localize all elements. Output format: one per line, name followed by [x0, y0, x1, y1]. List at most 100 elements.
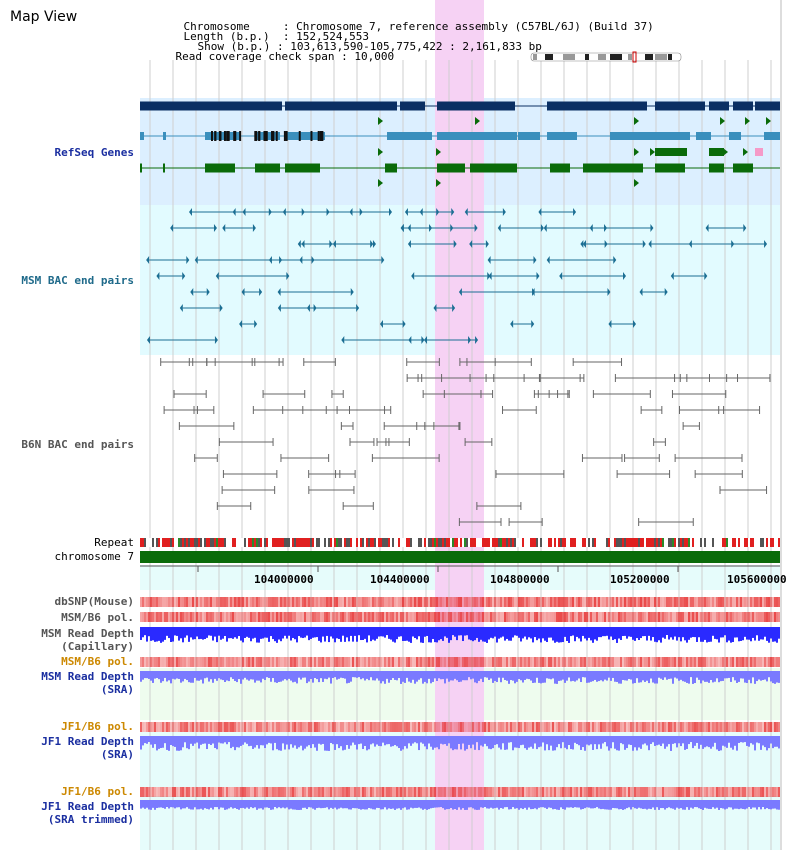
depth-bar	[718, 671, 720, 683]
heat-mark	[472, 657, 474, 667]
heat-mark	[550, 612, 552, 622]
depth-bar	[678, 800, 680, 809]
repeat-mark	[564, 538, 566, 547]
heat-mark	[428, 657, 430, 667]
repeat-mark	[292, 538, 294, 547]
repeat-mark	[458, 538, 460, 547]
depth-bar	[326, 671, 328, 680]
repeat-mark	[230, 538, 232, 547]
depth-bar	[296, 800, 298, 810]
heat-mark	[572, 787, 574, 797]
depth-bar	[704, 627, 706, 640]
depth-bar	[426, 627, 428, 636]
heat-mark	[468, 612, 470, 622]
track-label-repeat[interactable]: Repeat	[94, 536, 134, 549]
depth-bar	[358, 736, 360, 745]
track-label-msm-depth-sra-1[interactable]: MSM Read Depth	[41, 670, 134, 683]
heat-mark	[306, 597, 308, 607]
depth-bar	[470, 671, 472, 680]
depth-bar	[388, 736, 390, 745]
heat-mark	[354, 597, 356, 607]
depth-bar	[466, 800, 468, 810]
heat-mark	[616, 612, 618, 622]
depth-bar	[412, 627, 414, 637]
heat-mark	[696, 657, 698, 667]
bac-end-icon	[497, 224, 501, 232]
depth-bar	[720, 627, 722, 638]
heat-mark	[542, 787, 544, 797]
depth-bar	[596, 671, 598, 682]
repeat-mark	[142, 538, 144, 547]
depth-bar	[356, 800, 358, 809]
heat-mark	[556, 597, 558, 607]
depth-bar	[686, 671, 688, 683]
depth-bar	[408, 627, 410, 642]
track-label-chromosome[interactable]: chromosome 7	[54, 550, 134, 563]
bac-end-icon	[332, 240, 336, 248]
depth-bar	[204, 671, 206, 679]
depth-bar	[674, 627, 676, 637]
depth-bar	[518, 800, 520, 810]
depth-bar	[556, 671, 558, 684]
heat-mark	[578, 722, 580, 732]
track-label-msm-b6-pol-2[interactable]: MSM/B6 pol.	[61, 655, 134, 668]
heat-mark	[244, 657, 246, 667]
heat-mark	[566, 657, 568, 667]
track-label-jf1-b6-pol-2[interactable]: JF1/B6 pol.	[61, 785, 134, 798]
heat-mark	[250, 787, 252, 797]
repeat-mark	[556, 538, 558, 547]
depth-bar	[466, 671, 468, 681]
depth-bar	[502, 627, 504, 637]
heat-mark	[658, 722, 660, 732]
track-label-msm-depth-cap-1[interactable]: MSM Read Depth	[41, 627, 134, 640]
depth-bar	[242, 736, 244, 745]
heat-mark	[740, 612, 742, 622]
depth-bar	[284, 736, 286, 750]
depth-bar	[666, 736, 668, 747]
depth-bar	[214, 671, 216, 679]
track-label-msm-b6-pol-1[interactable]: MSM/B6 pol.	[61, 611, 134, 624]
track-label-refseq[interactable]: RefSeq Genes	[54, 146, 134, 159]
heat-mark	[686, 657, 688, 667]
bac-end-icon	[279, 256, 283, 264]
depth-bar	[766, 627, 768, 641]
depth-bar	[368, 800, 370, 808]
track-label-jf1-b6-pol-1[interactable]: JF1/B6 pol.	[61, 720, 134, 733]
track-label-jf1-depth-trim-1[interactable]: JF1 Read Depth	[41, 800, 134, 813]
heat-mark	[430, 597, 432, 607]
depth-bar	[596, 627, 598, 641]
bac-end-icon	[188, 208, 192, 216]
depth-bar	[316, 627, 318, 638]
heat-mark	[328, 722, 330, 732]
depth-bar	[176, 627, 178, 636]
heat-mark	[276, 787, 278, 797]
heat-mark	[406, 597, 408, 607]
track-label-msm-bac[interactable]: MSM BAC end pairs	[21, 274, 134, 287]
heat-mark	[190, 597, 192, 607]
heat-mark	[416, 722, 418, 732]
heat-mark	[408, 657, 410, 667]
depth-bar	[276, 800, 278, 809]
depth-bar	[746, 671, 748, 684]
depth-bar	[238, 800, 240, 810]
depth-bar	[636, 627, 638, 639]
track-label-jf1-depth-sra-1[interactable]: JF1 Read Depth	[41, 735, 134, 748]
depth-bar	[320, 736, 322, 745]
heat-mark	[726, 657, 728, 667]
depth-bar	[758, 800, 760, 808]
heat-mark	[676, 657, 678, 667]
gene-tick	[214, 131, 217, 141]
heat-mark	[154, 657, 156, 667]
repeat-mark	[272, 538, 274, 547]
track-label-b6n-bac[interactable]: B6N BAC end pairs	[21, 438, 134, 451]
depth-bar	[244, 671, 246, 678]
heat-mark	[664, 657, 666, 667]
heat-mark	[388, 722, 390, 732]
heat-mark	[492, 657, 494, 667]
repeat-mark	[368, 538, 370, 547]
track-label-dbsnp[interactable]: dbSNP(Mouse)	[54, 595, 134, 608]
gene-exon	[729, 132, 741, 140]
repeat-mark	[438, 538, 440, 547]
heat-mark	[300, 657, 302, 667]
